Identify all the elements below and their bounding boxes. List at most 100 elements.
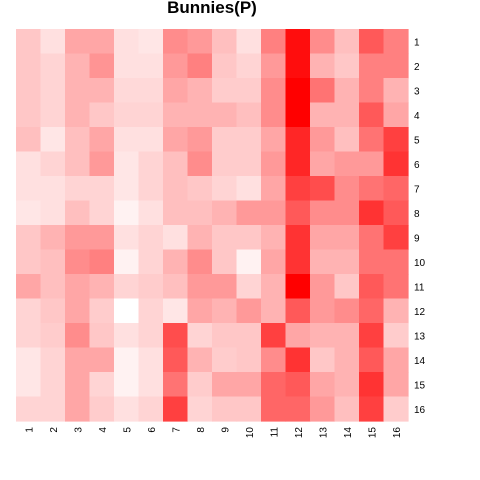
heatmap-cell-r11-c11	[261, 274, 287, 300]
y-tick-label: 3	[414, 86, 420, 97]
heatmap-cell-r14-c14	[334, 347, 360, 373]
heatmap-cell-r14-c11	[261, 347, 287, 373]
x-tick-label: 11	[269, 427, 280, 438]
heatmap-cell-r9-c1	[16, 225, 42, 251]
heatmap-cell-r15-c15	[359, 372, 385, 398]
heatmap-cell-r15-c12	[285, 372, 311, 398]
heatmap-cell-r2-c11	[261, 53, 287, 79]
heatmap-cell-r3-c14	[334, 78, 360, 104]
heatmap-cell-r12-c8	[187, 298, 213, 324]
heatmap-cell-r11-c6	[138, 274, 164, 300]
chart-title: Bunnies(P)	[167, 0, 257, 17]
heatmap-cell-r1-c8	[187, 29, 213, 55]
heatmap-cell-r5-c16	[383, 127, 409, 153]
heatmap-cell-r7-c13	[310, 176, 336, 202]
heatmap-cell-r10-c5	[114, 249, 140, 275]
heatmap-cell-r5-c2	[40, 127, 66, 153]
heatmap-cell-r1-c5	[114, 29, 140, 55]
heatmap-cell-r4-c14	[334, 102, 360, 128]
heatmap-cell-r8-c6	[138, 200, 164, 226]
heatmap-cell-r1-c16	[383, 29, 409, 55]
x-tick-label: 12	[294, 427, 305, 439]
heatmap-cell-r5-c6	[138, 127, 164, 153]
heatmap-cell-r11-c2	[40, 274, 66, 300]
heatmap-cell-r14-c2	[40, 347, 66, 373]
heatmap-cell-r10-c11	[261, 249, 287, 275]
heatmap-cell-r9-c3	[65, 225, 91, 251]
x-tick-label: 13	[318, 427, 329, 439]
heatmap-cell-r5-c1	[16, 127, 42, 153]
heatmap-cell-r4-c12	[285, 102, 311, 128]
heatmap-cell-r9-c13	[310, 225, 336, 251]
heatmap-cell-r4-c9	[212, 102, 238, 128]
heatmap-cell-r9-c8	[187, 225, 213, 251]
heatmap-cell-r14-c7	[163, 347, 189, 373]
heatmap-cell-r13-c2	[40, 323, 66, 349]
heatmap-cell-r8-c13	[310, 200, 336, 226]
heatmap-cell-r14-c16	[383, 347, 409, 373]
heatmap-cell-r4-c16	[383, 102, 409, 128]
heatmap-cell-r8-c16	[383, 200, 409, 226]
heatmap-cell-r10-c10	[236, 249, 262, 275]
heatmap-cell-r1-c6	[138, 29, 164, 55]
heatmap-cell-r5-c12	[285, 127, 311, 153]
heatmap-cell-r10-c3	[65, 249, 91, 275]
heatmap-cell-r1-c12	[285, 29, 311, 55]
heatmap-cell-r10-c13	[310, 249, 336, 275]
heatmap-cell-r12-c1	[16, 298, 42, 324]
heatmap-cell-r3-c1	[16, 78, 42, 104]
heatmap-cell-r12-c3	[65, 298, 91, 324]
heatmap-cell-r11-c9	[212, 274, 238, 300]
heatmap-cell-r4-c13	[310, 102, 336, 128]
heatmap-cell-r7-c6	[138, 176, 164, 202]
y-tick-label: 13	[414, 331, 426, 342]
heatmap-cell-r12-c2	[40, 298, 66, 324]
heatmap-cell-r12-c16	[383, 298, 409, 324]
heatmap-cell-r4-c5	[114, 102, 140, 128]
heatmap-cell-r15-c10	[236, 372, 262, 398]
heatmap-cell-r8-c3	[65, 200, 91, 226]
heatmap-cell-r8-c15	[359, 200, 385, 226]
heatmap-cell-r3-c6	[138, 78, 164, 104]
heatmap-cell-r14-c9	[212, 347, 238, 373]
x-tick-label: 5	[122, 427, 133, 433]
heatmap-cell-r1-c4	[89, 29, 115, 55]
heatmap-cell-r6-c8	[187, 151, 213, 177]
heatmap-cell-r6-c1	[16, 151, 42, 177]
heatmap-cell-r10-c15	[359, 249, 385, 275]
heatmap-cell-r1-c10	[236, 29, 262, 55]
heatmap-cell-r13-c13	[310, 323, 336, 349]
heatmap-cell-r11-c15	[359, 274, 385, 300]
heatmap-cell-r6-c10	[236, 151, 262, 177]
heatmap-cell-r8-c14	[334, 200, 360, 226]
heatmap-cell-r16-c16	[383, 396, 409, 422]
x-tick-labels: 1 2 3 4 5 6 7 8 9 10 11 12 13 14 15 16	[24, 427, 403, 439]
heatmap-cells	[16, 29, 409, 422]
x-tick-label: 4	[98, 427, 109, 433]
y-tick-label: 4	[414, 111, 420, 122]
heatmap-cell-r11-c1	[16, 274, 42, 300]
heatmap-cell-r4-c6	[138, 102, 164, 128]
heatmap-cell-r15-c16	[383, 372, 409, 398]
heatmap-cell-r16-c3	[65, 396, 91, 422]
heatmap-cell-r10-c4	[89, 249, 115, 275]
heatmap-cell-r3-c12	[285, 78, 311, 104]
x-tick-label: 9	[220, 427, 231, 433]
heatmap-cell-r3-c16	[383, 78, 409, 104]
heatmap-cell-r9-c14	[334, 225, 360, 251]
heatmap-cell-r5-c9	[212, 127, 238, 153]
heatmap-cell-r11-c4	[89, 274, 115, 300]
heatmap-cell-r11-c13	[310, 274, 336, 300]
heatmap-cell-r13-c11	[261, 323, 287, 349]
heatmap-cell-r13-c8	[187, 323, 213, 349]
heatmap-cell-r14-c6	[138, 347, 164, 373]
heatmap-cell-r16-c5	[114, 396, 140, 422]
heatmap-cell-r16-c12	[285, 396, 311, 422]
heatmap-cell-r10-c9	[212, 249, 238, 275]
heatmap-cell-r11-c12	[285, 274, 311, 300]
heatmap-cell-r1-c15	[359, 29, 385, 55]
heatmap-cell-r4-c7	[163, 102, 189, 128]
heatmap-cell-r6-c9	[212, 151, 238, 177]
heatmap-cell-r12-c4	[89, 298, 115, 324]
